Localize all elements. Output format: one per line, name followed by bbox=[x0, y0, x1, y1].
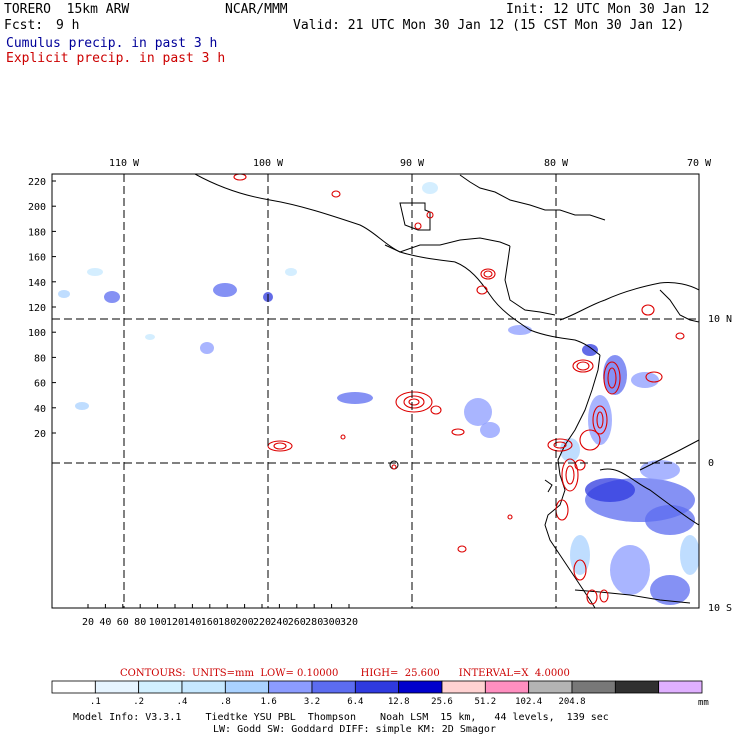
top-longitude-labels: 110 W 100 W 90 W 80 W 70 W bbox=[109, 158, 712, 169]
explicit-precip-contours bbox=[233, 174, 685, 605]
lat-label-10n: 10 N bbox=[708, 314, 732, 325]
x-axis-ticks: 20 40 60 80 100 120 140 160 180 200 220 240 260 280 30… bbox=[82, 604, 358, 628]
colorbar-label: 204.8 bbox=[558, 697, 585, 707]
x-tick-label: 60 bbox=[117, 617, 129, 628]
contour-info: CONTOURS: UNITS=mm LOW= 0.10000 HIGH= 25… bbox=[120, 668, 570, 679]
colorbar-label: .1 bbox=[90, 697, 101, 707]
colorbar-label: 6.4 bbox=[347, 697, 363, 707]
y-tick-label: 200 bbox=[28, 202, 46, 213]
legend-cumulus-precip: Cumulus precip. in past 3 h bbox=[6, 36, 218, 51]
y-tick-label: 60 bbox=[34, 379, 46, 390]
colorbar-label: 25.6 bbox=[431, 697, 453, 707]
x-tick-label: 200 bbox=[236, 617, 254, 628]
colorbar-unit: mm bbox=[698, 698, 709, 708]
x-tick-label: 320 bbox=[340, 617, 358, 628]
lon-label-100w: 100 W bbox=[253, 158, 284, 169]
lon-label-90w: 90 W bbox=[400, 158, 425, 169]
x-tick-label: 280 bbox=[305, 617, 323, 628]
colorbar-swatch bbox=[94, 680, 140, 694]
colorbar-label: .4 bbox=[177, 697, 188, 707]
lon-label-70w: 70 W bbox=[687, 158, 712, 169]
y-tick-label: 180 bbox=[28, 227, 46, 238]
model-name: TORERO 15km ARW bbox=[4, 2, 130, 17]
organization: NCAR/MMM bbox=[225, 2, 288, 17]
colorbar-swatch bbox=[354, 680, 400, 694]
colorbar-swatch bbox=[484, 680, 530, 694]
colorbar-swatch bbox=[311, 680, 356, 694]
lat-lon-grid bbox=[52, 174, 699, 608]
colorbar-swatch bbox=[224, 680, 270, 694]
lon-label-80w: 80 W bbox=[544, 158, 569, 169]
colorbar-swatch bbox=[51, 680, 96, 694]
forecast-label: Fcst: bbox=[4, 18, 44, 33]
x-tick-label: 120 bbox=[166, 617, 184, 628]
colorbar-label: 3.2 bbox=[304, 697, 320, 707]
coastlines bbox=[194, 174, 699, 608]
x-tick-label: 40 bbox=[99, 617, 111, 628]
colorbar-label: 51.2 bbox=[474, 697, 496, 707]
colorbar-swatch bbox=[658, 680, 703, 694]
x-tick-label: 100 bbox=[149, 617, 167, 628]
y-tick-label: 140 bbox=[28, 278, 46, 289]
y-tick-label: 160 bbox=[28, 253, 46, 264]
colorbar-swatch bbox=[441, 680, 486, 694]
x-tick-label: 240 bbox=[270, 617, 288, 628]
y-axis-ticks: 220 200 180 160 140 120 100 80 60 40 20 bbox=[28, 177, 56, 440]
y-tick-label: 100 bbox=[28, 328, 46, 339]
colorbar-swatch bbox=[398, 680, 443, 694]
forecast-hours: 9 h bbox=[56, 18, 80, 33]
cumulus-precip-areas bbox=[58, 182, 699, 605]
x-tick-label: 300 bbox=[323, 617, 341, 628]
x-tick-label: 20 bbox=[82, 617, 94, 628]
map-frame bbox=[51, 173, 700, 609]
colorbar-label: .8 bbox=[220, 697, 231, 707]
legend-explicit-precip: Explicit precip. in past 3 h bbox=[6, 51, 226, 66]
y-tick-label: 20 bbox=[34, 429, 46, 440]
x-tick-label: 180 bbox=[218, 617, 236, 628]
colorbar-label: 102.4 bbox=[515, 697, 542, 707]
lon-label-110w: 110 W bbox=[109, 158, 140, 169]
valid-time: Valid: 21 UTC Mon 30 Jan 12 (15 CST Mon … bbox=[293, 18, 685, 33]
x-tick-label: 220 bbox=[253, 617, 271, 628]
x-tick-label: 260 bbox=[288, 617, 306, 628]
y-tick-label: 40 bbox=[34, 404, 46, 415]
colorbar-swatch bbox=[268, 680, 313, 694]
x-tick-label: 140 bbox=[183, 617, 201, 628]
lat-label-10s: 10 S bbox=[708, 603, 732, 614]
y-tick-label: 220 bbox=[28, 177, 46, 188]
colorbar-label: 1.6 bbox=[261, 697, 277, 707]
y-tick-label: 120 bbox=[28, 303, 46, 314]
init-time: Init: 12 UTC Mon 30 Jan 12 bbox=[506, 2, 710, 17]
right-latitude-labels: 10 N 0 10 S bbox=[708, 314, 732, 614]
colorbar-swatch bbox=[181, 680, 226, 694]
model-info-line2: LW: Godd SW: Goddard DIFF: simple KM: 2D… bbox=[213, 724, 496, 735]
colorbar-swatch bbox=[138, 680, 183, 694]
colorbar-label: 12.8 bbox=[388, 697, 410, 707]
colorbar-swatch bbox=[614, 680, 660, 694]
colorbar-swatch bbox=[528, 680, 573, 694]
x-tick-label: 80 bbox=[134, 617, 146, 628]
y-tick-label: 80 bbox=[34, 353, 46, 364]
x-tick-label: 160 bbox=[201, 617, 219, 628]
lat-label-0: 0 bbox=[708, 458, 714, 469]
model-info-line1: Model Info: V3.3.1 Tiedtke YSU PBL Thomp… bbox=[73, 712, 609, 723]
colorbar-label: .2 bbox=[133, 697, 144, 707]
colorbar-swatch bbox=[571, 680, 616, 694]
